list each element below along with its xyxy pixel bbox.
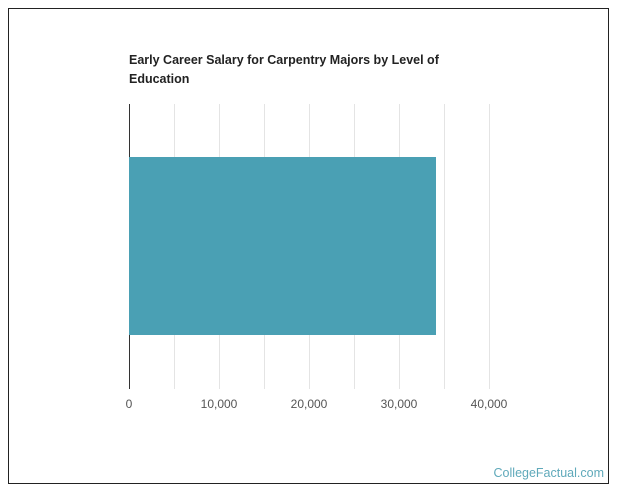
gridline bbox=[489, 104, 490, 389]
brand-link[interactable]: CollegeFactual.com bbox=[493, 466, 604, 480]
x-tick-label: 40,000 bbox=[470, 397, 508, 411]
gridline bbox=[444, 104, 445, 389]
chart-title: Early Career Salary for Carpentry Majors… bbox=[129, 53, 439, 86]
x-tick-label: 30,000 bbox=[380, 397, 418, 411]
x-tick-label: 0 bbox=[125, 397, 133, 411]
bar[interactable] bbox=[129, 157, 436, 335]
x-tick-label: 20,000 bbox=[290, 397, 328, 411]
x-tick-label: 10,000 bbox=[200, 397, 238, 411]
plot-area bbox=[129, 104, 490, 389]
